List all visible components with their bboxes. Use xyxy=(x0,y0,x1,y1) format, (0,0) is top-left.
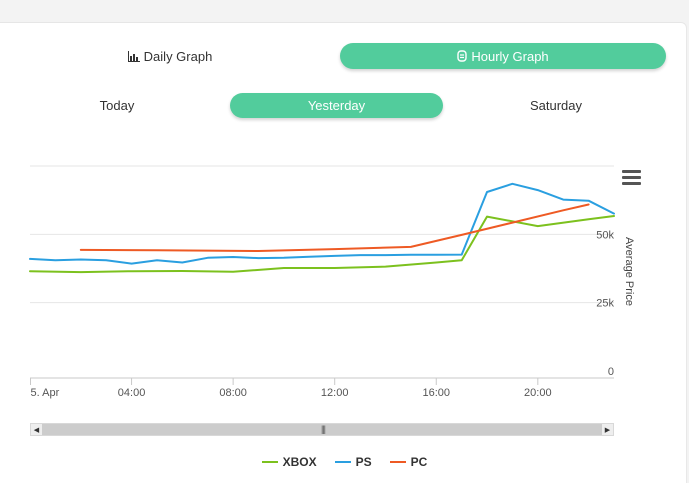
legend-label-xbox: XBOX xyxy=(282,455,317,469)
chart-card xyxy=(0,22,687,483)
x-tick-label: 20:00 xyxy=(524,387,552,399)
hourly-graph-button[interactable]: Hourly Graph xyxy=(340,43,666,69)
x-tick-label: 04:00 xyxy=(118,387,146,399)
tab-yesterday[interactable]: Yesterday xyxy=(230,93,443,118)
x-tick-label: 08:00 xyxy=(219,387,247,399)
series-line-xbox[interactable] xyxy=(29,215,615,274)
legend-swatch-pc xyxy=(389,461,406,463)
y-tick-label: 50k xyxy=(596,229,614,241)
series-line-pc[interactable] xyxy=(79,203,590,252)
tab-saturday-label: Saturday xyxy=(529,98,583,113)
grip-icon: ||| xyxy=(320,424,326,434)
series-line-ps[interactable] xyxy=(29,182,615,265)
legend-swatch-ps xyxy=(334,461,351,463)
x-tick-label: 12:00 xyxy=(321,387,349,399)
chart-scrollbar[interactable]: ◀ ||| ▶ xyxy=(30,423,614,436)
legend-label-pc: PC xyxy=(410,455,428,469)
top-strip xyxy=(0,0,689,22)
scroll-left-arrow-icon[interactable]: ◀ xyxy=(31,424,42,435)
y-tick-label: 0 xyxy=(608,366,614,378)
bar-chart-icon xyxy=(127,51,140,62)
chart-legend: XBOX PS PC xyxy=(0,454,689,470)
legend-item-xbox[interactable]: XBOX xyxy=(261,454,317,470)
chart-menu-icon[interactable] xyxy=(622,170,641,186)
legend-label-ps: PS xyxy=(355,455,372,469)
legend-item-pc[interactable]: PC xyxy=(389,454,428,470)
tab-today[interactable]: Today xyxy=(47,93,187,118)
x-tick-label: 16:00 xyxy=(422,387,450,399)
daily-graph-button[interactable]: Daily Graph xyxy=(100,44,240,69)
y-tick-label: 25k xyxy=(596,298,614,310)
scroll-right-arrow-icon[interactable]: ▶ xyxy=(602,424,613,435)
tab-today-label: Today xyxy=(99,98,135,113)
tab-yesterday-label: Yesterday xyxy=(307,98,366,113)
y-axis-label: Average Price xyxy=(623,237,635,306)
x-tick-label: 5. Apr xyxy=(31,387,60,399)
line-chart: 5. Apr 04:00 08:00 12:00 16:00 20:00 0 25k 50k A… xyxy=(29,165,635,399)
clock-icon xyxy=(457,50,468,62)
grid-layer xyxy=(30,165,614,304)
series-layer xyxy=(29,182,615,274)
scrollbar-thumb[interactable]: ||| xyxy=(42,424,604,435)
axis-layer: 5. Apr 04:00 08:00 12:00 16:00 20:00 0 25k 50k xyxy=(30,229,614,399)
daily-graph-label: Daily Graph xyxy=(143,49,213,64)
legend-swatch-xbox xyxy=(261,461,278,463)
legend-item-ps[interactable]: PS xyxy=(334,454,372,470)
hourly-graph-label: Hourly Graph xyxy=(471,48,549,64)
tab-saturday[interactable]: Saturday xyxy=(486,93,626,118)
